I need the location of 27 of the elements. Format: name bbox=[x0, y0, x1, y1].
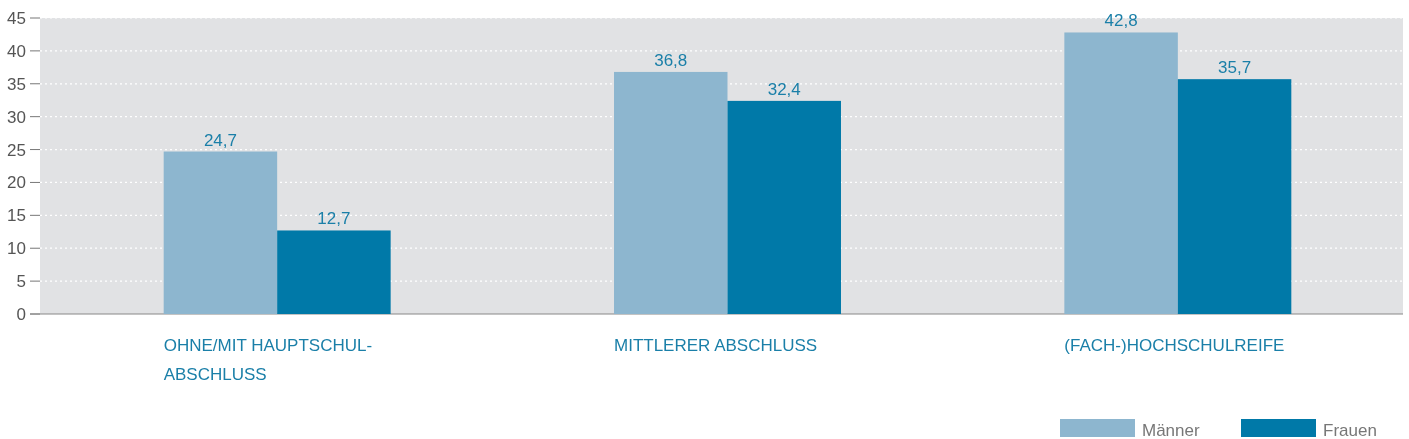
y-tick-label: 15 bbox=[7, 206, 26, 226]
x-tick-label: MITTLERER ABSCHLUSS bbox=[614, 336, 818, 355]
data-label: 36,8 bbox=[654, 50, 688, 70]
x-tick-label: (FACH-)HOCHSCHULREIFE bbox=[1064, 336, 1285, 355]
y-tick-label: 0 bbox=[16, 304, 26, 324]
data-label: 35,7 bbox=[1218, 58, 1252, 78]
bar bbox=[727, 100, 841, 314]
data-label: 12,7 bbox=[317, 209, 351, 229]
y-tick-label: 20 bbox=[7, 173, 26, 193]
legend-label: Frauen bbox=[1323, 421, 1377, 439]
data-label: 24,7 bbox=[203, 130, 237, 150]
data-label: 42,8 bbox=[1104, 11, 1138, 31]
y-tick-label: 30 bbox=[7, 107, 26, 127]
bar bbox=[277, 230, 391, 314]
y-tick-label: 45 bbox=[7, 8, 26, 28]
y-tick-label: 10 bbox=[7, 239, 26, 259]
x-tick-label: OHNE/MIT HAUPTSCHUL- ABSCHLUSS bbox=[163, 336, 373, 384]
y-tick-label: 25 bbox=[7, 140, 26, 160]
data-label: 32,4 bbox=[767, 79, 801, 99]
y-tick-label: 5 bbox=[16, 272, 26, 292]
bar bbox=[1064, 32, 1178, 314]
y-tick-label: 40 bbox=[7, 41, 26, 61]
bar bbox=[614, 71, 728, 314]
y-tick-label: 35 bbox=[7, 74, 26, 94]
legend-label: Männer bbox=[1142, 421, 1200, 439]
bar bbox=[1177, 79, 1292, 314]
bar bbox=[163, 151, 278, 314]
